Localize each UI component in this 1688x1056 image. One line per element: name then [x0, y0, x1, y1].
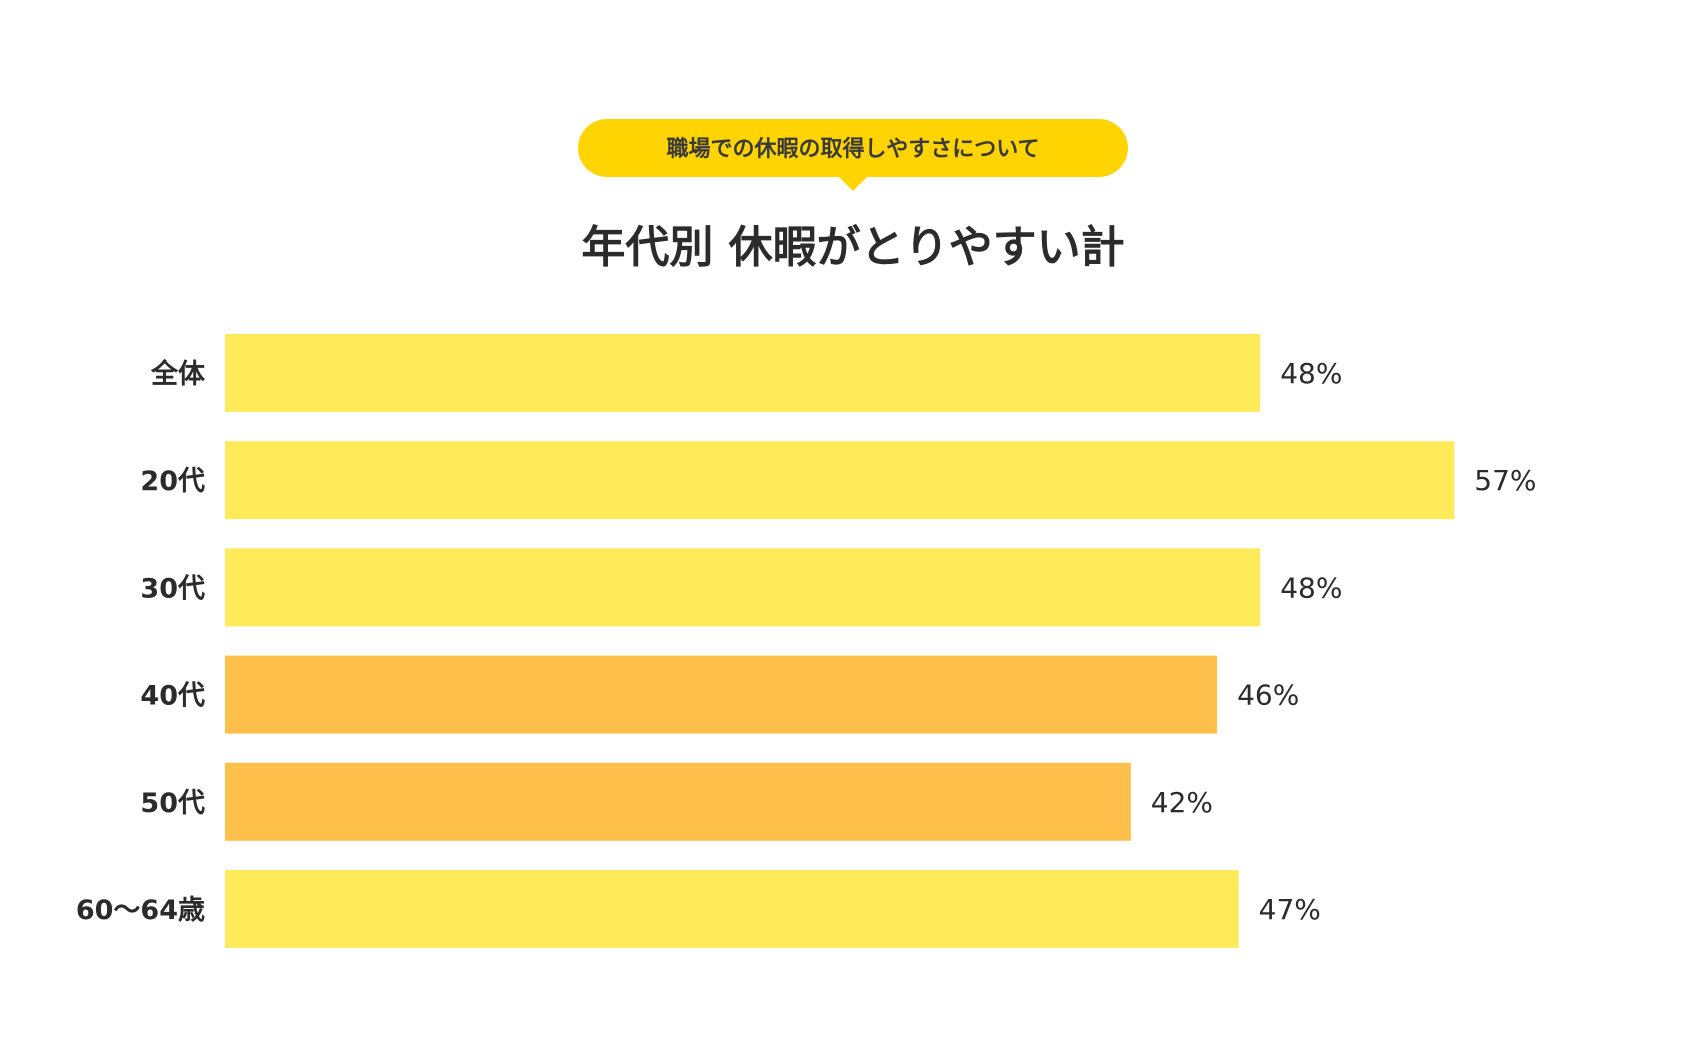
chart-subtitle: 職場での休暇の取得しやすさについて [666, 136, 1039, 162]
category-label: 全体 [150, 358, 206, 390]
category-label: 40代 [140, 681, 205, 712]
chart-title: 年代別 休暇がとりやすい計 [581, 222, 1124, 273]
bar [225, 655, 1218, 734]
value-label: 47% [1259, 893, 1321, 926]
category-label: 20代 [140, 466, 205, 497]
bar [225, 334, 1261, 412]
value-label: 42% [1151, 786, 1213, 819]
category-label: 60～64歳 [76, 895, 205, 926]
bar [225, 762, 1131, 841]
category-label: 50代 [140, 788, 205, 819]
value-label: 57% [1474, 464, 1536, 497]
bars-group: 全体 48% 20代 57% 30代 48% 40代 46% 50代 42% 60～64歳 47% [76, 334, 1537, 948]
bar [225, 548, 1261, 627]
subtitle-badge: 職場での休暇の取得しやすさについて [578, 119, 1128, 191]
subtitle-badge-pointer [838, 176, 868, 191]
bar [225, 870, 1239, 948]
value-label: 46% [1237, 679, 1299, 712]
value-label: 48% [1280, 357, 1342, 390]
bar [225, 441, 1455, 520]
category-label: 30代 [140, 573, 205, 604]
value-label: 48% [1280, 571, 1342, 604]
subtitle-badge-background [578, 119, 1128, 177]
